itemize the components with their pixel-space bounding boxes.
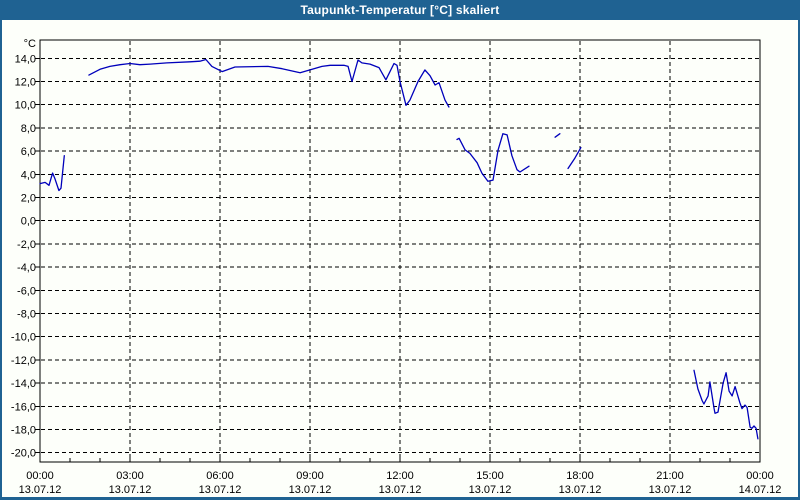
y-tick-label: 10,0 (15, 100, 36, 112)
y-tick-label: 14,0 (15, 53, 36, 65)
x-tick-time-label: 00:00 (746, 470, 774, 482)
x-tick-time-label: 21:00 (656, 470, 684, 482)
y-tick-label: 8,0 (21, 123, 36, 135)
x-tick-date-label: 13.07.12 (199, 484, 242, 496)
series-line-segment (39, 155, 65, 192)
series-line-segment (554, 133, 561, 138)
y-tick-label: 12,0 (15, 77, 36, 89)
y-tick-label: -4,0 (17, 262, 36, 274)
window-title: Taupunkt-Temperatur [°C] skaliert (300, 3, 500, 17)
y-axis-labels: 14,0 12,0 10,0 8,0 6,0 4,0 2,0 0,0 -2,0 -4,0 -6,0 -… (11, 38, 36, 460)
y-tick-label: -12,0 (11, 355, 36, 367)
x-tick-date-label: 14.07.12 (739, 484, 782, 496)
x-tick-date-label: 13.07.12 (19, 484, 62, 496)
y-tick-label: -18,0 (11, 425, 36, 437)
x-tick-time-label: 12:00 (386, 470, 414, 482)
y-tick-label: 2,0 (21, 193, 36, 205)
x-tick-date-label: 13.07.12 (649, 484, 692, 496)
y-tick-label: -2,0 (17, 239, 36, 251)
x-tick-time-label: 06:00 (206, 470, 234, 482)
y-tick-label: 4,0 (21, 169, 36, 181)
y-tick-label: -10,0 (11, 332, 36, 344)
series-line-segment (88, 58, 450, 108)
y-tick-label: 0,0 (21, 216, 36, 228)
x-tick-time-label: 09:00 (296, 470, 324, 482)
x-tick-date-label: 13.07.12 (379, 484, 422, 496)
x-tick-time-label: 18:00 (566, 470, 594, 482)
series-line-segment (456, 133, 530, 182)
grid-vertical (129, 41, 671, 461)
x-tick-time-label: 03:00 (116, 470, 144, 482)
x-axis-labels: 00:00 13.07.12 03:00 13.07.12 06:00 13.07.12 0… (19, 470, 782, 496)
x-tick-date-label: 13.07.12 (559, 484, 602, 496)
x-tick-date-label: 13.07.12 (289, 484, 332, 496)
series-line-segment (567, 146, 582, 170)
x-axis-ticks (39, 458, 761, 462)
y-tick-label: -14,0 (11, 378, 36, 390)
y-axis-unit-label: °C (24, 38, 36, 50)
grid-horizontal (35, 57, 759, 454)
y-tick-label: -20,0 (11, 448, 36, 460)
x-tick-date-label: 13.07.12 (109, 484, 152, 496)
y-tick-label: -6,0 (17, 285, 36, 297)
y-tick-label: -16,0 (11, 401, 36, 413)
series-line-segment (693, 369, 759, 440)
x-tick-time-label: 00:00 (26, 470, 54, 482)
y-tick-label: -8,0 (17, 309, 36, 321)
window-title-bar[interactable]: Taupunkt-Temperatur [°C] skaliert (0, 0, 800, 20)
plot-border (39, 39, 761, 463)
x-tick-time-label: 15:00 (476, 470, 504, 482)
y-tick-label: 6,0 (21, 146, 36, 158)
series-taupunkt-temperatur (39, 58, 759, 440)
x-tick-date-label: 13.07.12 (469, 484, 512, 496)
